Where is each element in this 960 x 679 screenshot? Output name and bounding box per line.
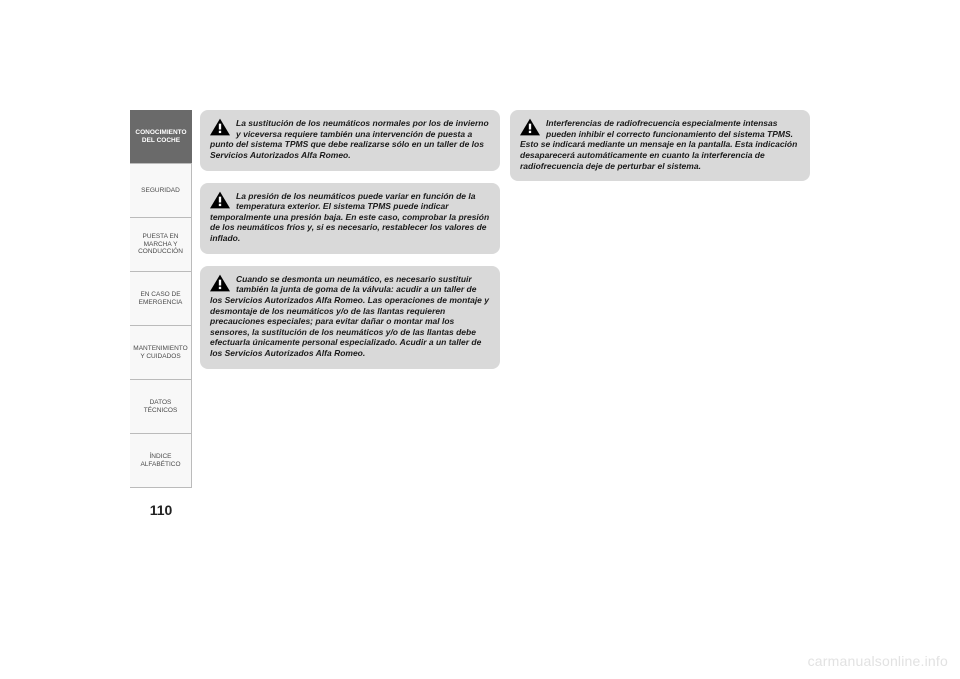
tab-emergencia[interactable]: EN CASO DE EMERGENCIA [130, 272, 192, 326]
page-number: 110 [130, 502, 192, 518]
warning-text: Cuando se desmonta un neumático, es nece… [210, 274, 489, 358]
tab-seguridad[interactable]: SEGURIDAD [130, 164, 192, 218]
left-column: La sustitución de los neumáticos normale… [200, 110, 500, 381]
warning-box: La sustitución de los neumáticos normale… [200, 110, 500, 171]
warning-triangle-icon [210, 274, 230, 292]
tab-indice[interactable]: ÍNDICE ALFABÉTICO [130, 434, 192, 488]
warning-text: La presión de los neumáticos puede varia… [210, 191, 489, 244]
warning-box: Interferencias de radiofrecuencia especi… [510, 110, 810, 181]
tab-mantenimiento[interactable]: MANTENIMIENTO Y CUIDADOS [130, 326, 192, 380]
tab-label: PUESTA EN MARCHA Y CONDUCCIÓN [132, 233, 189, 256]
tab-label: ÍNDICE ALFABÉTICO [132, 453, 189, 469]
tab-label: MANTENIMIENTO Y CUIDADOS [132, 345, 189, 361]
tab-label: SEGURIDAD [141, 187, 180, 195]
tab-label: CONOCIMIENTO DEL COCHE [132, 129, 190, 145]
warning-triangle-icon [520, 118, 540, 136]
warning-box: Cuando se desmonta un neumático, es nece… [200, 266, 500, 369]
warning-box: La presión de los neumáticos puede varia… [200, 183, 500, 254]
tab-puesta-en-marcha[interactable]: PUESTA EN MARCHA Y CONDUCCIÓN [130, 218, 192, 272]
tab-datos-tecnicos[interactable]: DATOS TÉCNICOS [130, 380, 192, 434]
watermark-text: carmanualsonline.info [808, 653, 948, 669]
section-tabs-sidebar: CONOCIMIENTO DEL COCHE SEGURIDAD PUESTA … [130, 110, 192, 488]
tab-label: EN CASO DE EMERGENCIA [132, 291, 189, 307]
warning-text: Interferencias de radiofrecuencia especi… [520, 118, 797, 171]
warning-triangle-icon [210, 191, 230, 209]
warning-triangle-icon [210, 118, 230, 136]
tab-conocimiento[interactable]: CONOCIMIENTO DEL COCHE [130, 110, 192, 164]
right-column: Interferencias de radiofrecuencia especi… [510, 110, 810, 193]
warning-text: La sustitución de los neumáticos normale… [210, 118, 489, 160]
tab-label: DATOS TÉCNICOS [132, 399, 189, 415]
